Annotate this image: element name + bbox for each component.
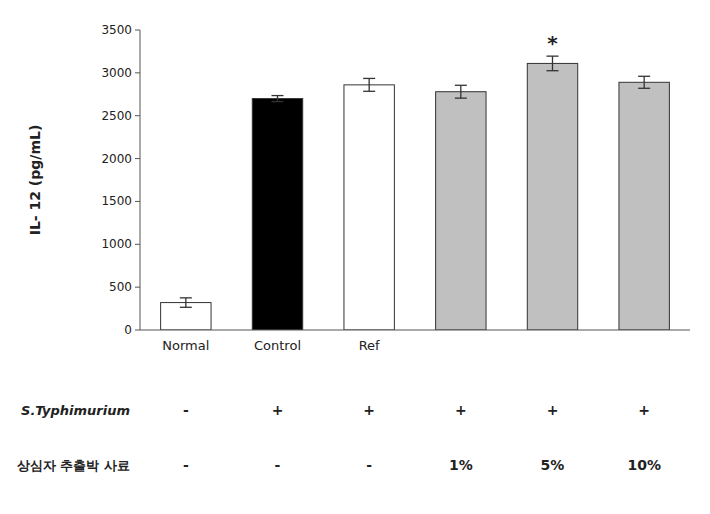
- y-tick-label: 500: [109, 280, 132, 294]
- y-axis-line: [140, 30, 141, 330]
- table-row-label: 상심자 추출박 사료: [17, 458, 130, 473]
- error-bar-stem: [644, 76, 645, 88]
- table-cell: 1%: [449, 457, 473, 473]
- x-tick-label: Normal: [162, 338, 209, 353]
- annotation: *: [547, 31, 558, 55]
- error-bar-stem: [369, 78, 370, 91]
- error-bar: [272, 96, 284, 102]
- error-bar-cap: [180, 307, 192, 308]
- error-bar: [638, 76, 650, 88]
- error-bar: [363, 78, 375, 91]
- error-bar-cap: [547, 55, 559, 56]
- table-cell: -: [183, 457, 189, 473]
- chart-container: 0 500 1000 1500 2000 2500 3000 3500 IL- 12 (pg/m…: [0, 0, 710, 514]
- x-axis-line: [140, 330, 690, 331]
- page: {"chart_data": { "type": "bar", "ylabel"…: [0, 0, 710, 514]
- y-tick: [135, 330, 140, 331]
- error-bar-cap: [638, 76, 650, 77]
- table-cell: -: [183, 402, 189, 418]
- y-axis-label: IL- 12 (pg/mL): [27, 125, 43, 236]
- bar: [344, 85, 394, 330]
- bar: [252, 99, 302, 330]
- error-bar-cap: [272, 95, 284, 96]
- error-bar-stem: [552, 56, 553, 71]
- y-tick: [135, 287, 140, 288]
- error-bar-cap: [455, 97, 467, 98]
- table-row-label: S.Typhimurium: [21, 403, 130, 418]
- error-bar-cap: [547, 70, 559, 71]
- y-tick: [135, 115, 140, 116]
- error-bar-cap: [363, 78, 375, 79]
- y-tick-label: 3000: [101, 66, 132, 80]
- bars: [161, 56, 670, 330]
- y-tick: [135, 201, 140, 202]
- table-cell: +: [363, 402, 375, 418]
- error-bar-cap: [638, 88, 650, 89]
- y-tick-label: 2500: [101, 109, 132, 123]
- x-tick-label: Ref: [359, 338, 380, 353]
- error-bar-cap: [180, 297, 192, 298]
- y-tick: [135, 158, 140, 159]
- x-tick-label: Control: [254, 338, 301, 353]
- y-tick-label: 3500: [101, 23, 132, 37]
- error-bar-stem: [185, 298, 186, 307]
- bar: [161, 303, 211, 330]
- bar: [436, 92, 486, 330]
- error-bar-stem: [460, 85, 461, 98]
- y-tick-label: 1000: [101, 237, 132, 251]
- y-tick-label: 2000: [101, 152, 132, 166]
- bar: [527, 63, 577, 330]
- table-cell: +: [638, 402, 650, 418]
- error-bar-stem: [277, 96, 278, 102]
- table-cell: +: [272, 402, 284, 418]
- chart-svg: 0 500 1000 1500 2000 2500 3000 3500 IL- 12 (pg/m…: [0, 0, 710, 514]
- y-tick: [135, 72, 140, 73]
- table-cell: -: [275, 457, 281, 473]
- error-bar-cap: [363, 91, 375, 92]
- table-cell: 10%: [627, 457, 661, 473]
- error-bar: [455, 85, 467, 98]
- table-cell: +: [547, 402, 559, 418]
- table-cell: 5%: [541, 457, 565, 473]
- y-tick-label: 0: [124, 323, 132, 337]
- error-bar-cap: [272, 101, 284, 102]
- error-bar: [547, 56, 559, 71]
- error-bar: [180, 298, 192, 307]
- y-tick: [135, 30, 140, 31]
- bar: [619, 82, 669, 330]
- table-cell: +: [455, 402, 467, 418]
- y-tick: [135, 244, 140, 245]
- table-cell: -: [366, 457, 372, 473]
- y-tick-label: 1500: [101, 194, 132, 208]
- error-bar-cap: [455, 85, 467, 86]
